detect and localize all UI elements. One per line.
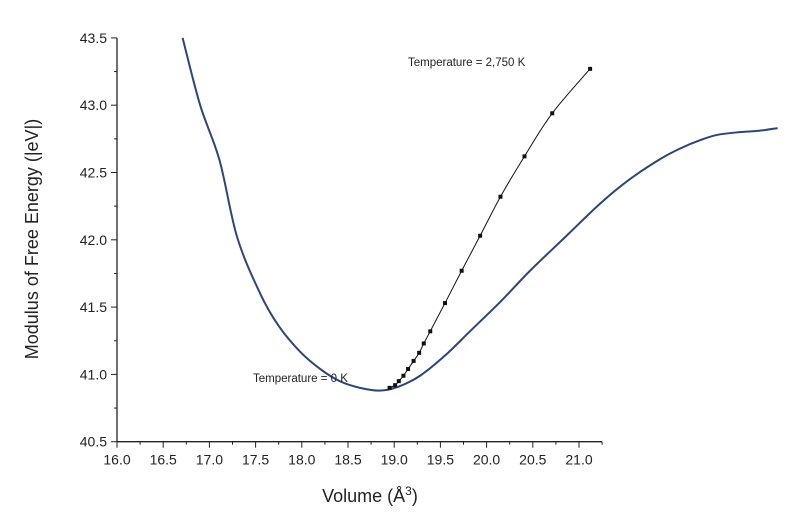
y-axis-label: Modulus of Free Energy (|eV|) [22, 119, 42, 359]
data-point [522, 154, 527, 159]
y-tick-label: 40.5 [80, 434, 107, 450]
x-tick-label: 20.0 [473, 452, 500, 468]
data-point [443, 301, 448, 306]
data-point [393, 383, 398, 388]
x-tick-label: 19.5 [427, 452, 454, 468]
zero-kelvin-curve [181, 37, 778, 392]
data-point [396, 379, 401, 384]
x-axis-label: Volume (Å3) [322, 484, 418, 506]
series-layer [181, 37, 778, 392]
data-point [588, 66, 593, 71]
axes: 16.0 16.5 17.0 17.5 18.0 18.5 19.0 19.5 20.0 20.5… [80, 30, 603, 468]
x-tick-label: 16.0 [103, 452, 130, 468]
y-tick-label: 42.5 [80, 165, 107, 181]
data-point [421, 341, 426, 346]
data-point [428, 329, 433, 334]
x-tick-label: 21.0 [565, 452, 592, 468]
data-point [401, 373, 406, 378]
y-tick-label: 43.5 [80, 30, 107, 46]
x-tick-label: 20.5 [519, 452, 546, 468]
y-tick-label: 42.0 [80, 232, 107, 248]
x-tick-label: 19.0 [381, 452, 408, 468]
data-point [498, 194, 503, 199]
x-tick-label: 17.5 [242, 452, 269, 468]
data-point [478, 233, 483, 238]
annotation-2750k: Temperature = 2,750 K [408, 57, 526, 69]
y-tick-label: 41.5 [80, 299, 107, 315]
annotation-0k: Temperature = 0 K [253, 373, 348, 385]
data-point [417, 350, 422, 355]
data-point [406, 367, 411, 372]
x-tick-label: 18.0 [288, 452, 315, 468]
y-tick-label: 41.0 [80, 366, 107, 382]
x-tick-label: 16.5 [150, 452, 177, 468]
x-tick-label: 17.0 [196, 452, 223, 468]
x-tick-label: 18.5 [334, 452, 361, 468]
data-point [387, 385, 392, 390]
temperature-path-line [389, 68, 591, 389]
y-tick-label: 43.0 [80, 97, 107, 113]
data-point [550, 111, 555, 116]
data-point [459, 268, 464, 273]
data-point [411, 358, 416, 363]
